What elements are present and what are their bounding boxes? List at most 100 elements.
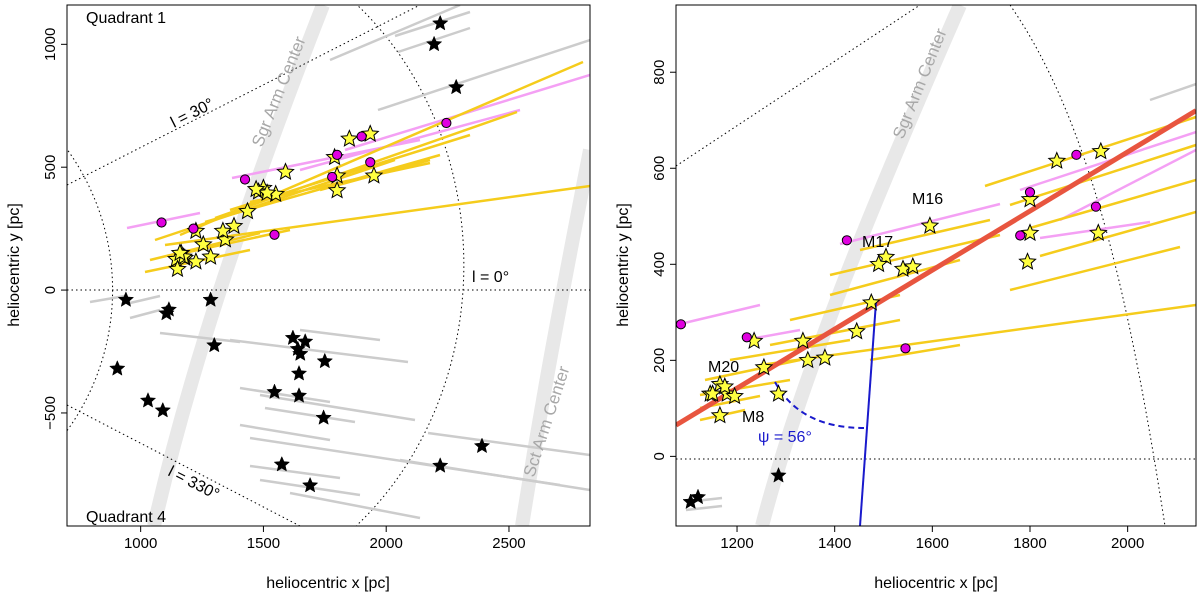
yellow-star-point (168, 259, 187, 278)
magenta-circle-point (1090, 201, 1102, 212)
yellow-star-point (276, 162, 295, 181)
magenta-circle-point (331, 149, 343, 161)
x-tick-label: 2500 (492, 535, 525, 552)
magenta-circle-point (327, 171, 338, 183)
m20-label: M20 (708, 359, 739, 376)
x-tick-label: 1800 (1013, 535, 1046, 552)
right-panel: 1200 1400 1600 1800 2000 0 200 400 600 800 M16 M1… (615, 4, 1197, 592)
yellow-star-point (861, 292, 881, 311)
y-tick-label: 0 (651, 452, 668, 460)
right-plot-area (676, 5, 1196, 526)
yellow-star-point (903, 256, 923, 275)
fit-line (676, 108, 1196, 428)
sgr-arm-label-zoom: Sgr Arm Center (889, 25, 951, 141)
right-marks (676, 141, 1111, 510)
x-tick-label: 2000 (1111, 535, 1144, 552)
y-tick-label: 0 (42, 286, 59, 294)
x-tick-label: 1000 (124, 535, 157, 552)
psi-vertical-line (859, 301, 877, 526)
yellow-star-point (798, 350, 818, 369)
magenta-circle-point (1024, 187, 1036, 198)
yellow-segments (144, 60, 590, 274)
m16-label: M16 (912, 191, 943, 208)
y-tick-label: 600 (651, 156, 668, 181)
yellow-star-point (364, 165, 384, 184)
black-star-point (431, 14, 449, 31)
yellow-star-point (793, 331, 813, 350)
x-tick-label: 2000 (370, 535, 403, 552)
yellow-star-point (876, 247, 896, 266)
black-star-point (109, 360, 126, 376)
magenta-circle-point (156, 217, 167, 228)
left-plot-area (67, 5, 590, 526)
magenta-circle-point (1071, 149, 1082, 160)
yellow-star-point (1047, 151, 1067, 169)
black-star-point (301, 476, 319, 493)
yellow-star-point (1020, 223, 1040, 242)
x-tick-label: 1200 (720, 535, 753, 552)
magenta-circle-point (239, 174, 251, 185)
yellow-star-point (1020, 189, 1040, 208)
black-star-point (117, 291, 135, 307)
black-star-point (473, 437, 491, 454)
yellow-star-point (186, 251, 206, 270)
m8-label: M8 (742, 409, 764, 426)
y-tick-label: 500 (42, 155, 59, 180)
yellow-segments-zoom (699, 115, 1196, 422)
black-star-point (292, 345, 309, 361)
yellow-star-point (725, 386, 744, 405)
pink-segments (126, 73, 590, 230)
quadrant4-label: Quadrant 4 (86, 509, 166, 526)
yellow-star-point (815, 348, 835, 366)
magenta-circle-point (441, 117, 452, 129)
y-tick-label: −500 (42, 396, 59, 430)
x-tick-label: 1600 (916, 535, 949, 552)
magenta-circle-point (841, 235, 852, 246)
sgr-arm-band-zoom (755, 5, 967, 526)
yellow-star-point (920, 216, 940, 234)
y-tick-label: 200 (651, 348, 668, 373)
l330-label: l = 330° (165, 463, 222, 503)
l30-label: l = 30° (168, 96, 217, 132)
yellow-star-point (703, 384, 722, 402)
black-star-point (316, 352, 334, 369)
black-star-point (447, 78, 465, 95)
yellow-star-point (327, 180, 347, 199)
black-star-point (290, 364, 308, 381)
yellow-star-point (193, 234, 213, 253)
yellow-star-point (869, 254, 888, 273)
yellow-star-point (170, 243, 190, 262)
gray-segments (89, 5, 590, 520)
pink-segments-zoom (679, 130, 1196, 341)
magenta-circle-point (356, 131, 367, 142)
yellow-star-point (340, 129, 359, 147)
right-y-axis-label: heliocentric y [pc] (615, 203, 632, 327)
magenta-circle-point (365, 157, 376, 168)
right-ticks: 1200 1400 1600 1800 2000 0 200 400 600 800 (651, 60, 1144, 552)
l30-line-zoom (676, 5, 921, 167)
y-tick-label: 800 (651, 60, 668, 85)
magenta-circle-point (741, 332, 752, 343)
yellow-star-point (754, 357, 774, 376)
distance-arc-zoom (1009, 5, 1166, 526)
yellow-star-point (1089, 223, 1108, 242)
black-star-point (158, 304, 175, 321)
magenta-circle-point (900, 343, 911, 354)
magenta-circle-point (676, 319, 686, 330)
x-tick-label: 1500 (247, 535, 280, 552)
distance-arc-outer (355, 5, 465, 526)
x-tick-label: 1400 (818, 535, 851, 552)
l330-line (67, 404, 301, 526)
yellow-star-point (769, 384, 788, 402)
distance-arc-inner (67, 148, 114, 432)
right-x-axis-label: heliocentric x [pc] (874, 575, 998, 592)
gray-segments-zoom (685, 82, 1196, 512)
black-star-point (425, 35, 443, 52)
black-star-point (273, 455, 291, 472)
m17-label: M17 (862, 234, 893, 251)
l0-label: l = 0° (472, 269, 509, 286)
black-star-point (770, 466, 787, 483)
right-frame (675, 4, 1197, 527)
